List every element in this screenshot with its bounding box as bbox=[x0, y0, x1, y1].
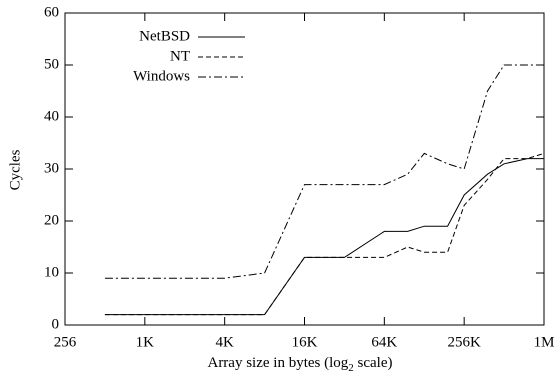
y-tick-label: 30 bbox=[44, 160, 59, 176]
series-line bbox=[104, 158, 544, 316]
y-tick-label: 60 bbox=[44, 4, 59, 20]
legend-label: NT bbox=[170, 48, 190, 64]
x-tick-label: 4K bbox=[215, 334, 234, 350]
x-tick-label: 256K bbox=[447, 334, 481, 350]
x-tick-label: 16K bbox=[292, 334, 318, 350]
x-label-part: Array size in bytes (log bbox=[207, 355, 348, 371]
y-tick-label: 50 bbox=[44, 56, 59, 72]
plot-frame bbox=[64, 12, 545, 326]
y-tick-label: 20 bbox=[44, 212, 59, 228]
x-tick-label: 256 bbox=[54, 334, 77, 350]
series-line bbox=[104, 152, 545, 316]
x-tick-label: 1K bbox=[136, 334, 155, 350]
series-line bbox=[104, 64, 544, 279]
y-tick-label: 0 bbox=[52, 316, 60, 332]
y-tick-label: 40 bbox=[44, 108, 59, 124]
x-tick-label: 64K bbox=[371, 334, 397, 350]
y-axis-label: Cycles bbox=[7, 149, 23, 190]
x-axis-label: Array size in bytes (log2 scale) bbox=[207, 355, 392, 373]
x-tick-label: 1M bbox=[534, 334, 555, 350]
x-label-subscript: 2 bbox=[348, 362, 354, 374]
legend-label: Windows bbox=[133, 68, 190, 84]
y-tick-label: 10 bbox=[44, 264, 59, 280]
x-label-part: scale) bbox=[354, 355, 393, 371]
legend-label: NetBSD bbox=[139, 28, 190, 44]
